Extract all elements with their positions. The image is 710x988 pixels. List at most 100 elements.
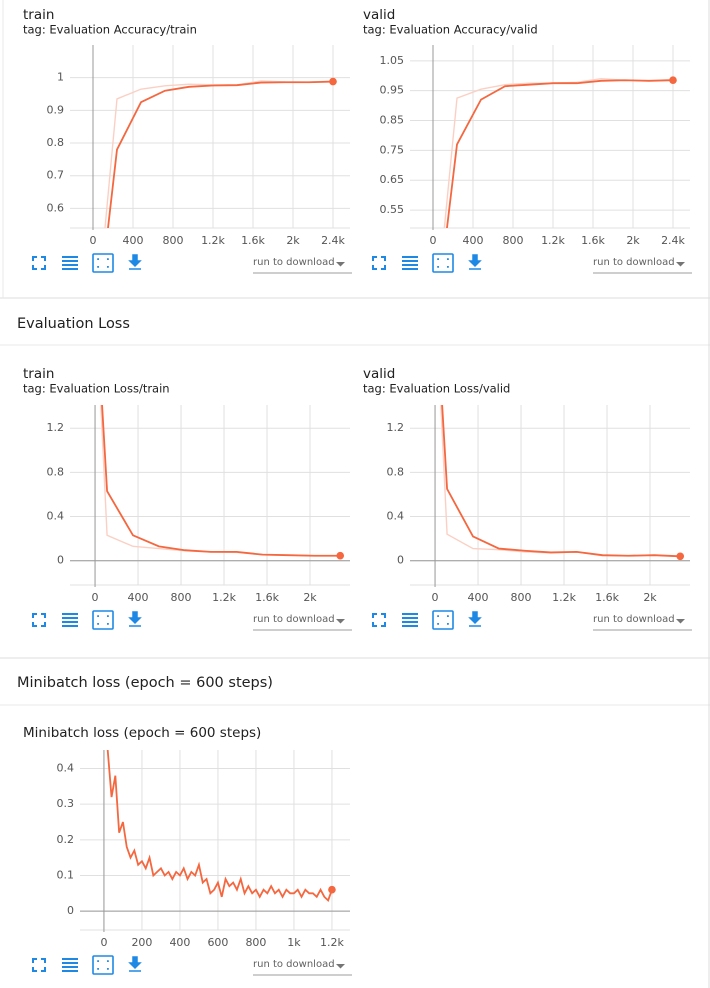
section-title[interactable]: Evaluation Loss bbox=[17, 316, 130, 332]
fullscreen-button[interactable] bbox=[32, 958, 46, 972]
fit-domain-button[interactable] bbox=[92, 253, 114, 273]
x-tick-label: 1.2k bbox=[320, 936, 344, 949]
section-title[interactable]: Minibatch loss (epoch = 600 steps) bbox=[17, 675, 273, 691]
run-selector-label[interactable]: run to download bbox=[253, 959, 335, 970]
y-tick-label: 0 bbox=[57, 554, 64, 567]
x-tick-label: 800 bbox=[503, 234, 524, 247]
last-point bbox=[336, 551, 345, 560]
data-table-button[interactable] bbox=[62, 613, 78, 627]
data-table-button[interactable] bbox=[62, 256, 78, 270]
x-tick-label: 0 bbox=[90, 234, 97, 247]
run-selector-arrow[interactable] bbox=[336, 619, 345, 624]
run-selector-label[interactable]: run to download bbox=[593, 614, 675, 625]
fit-domain-icon bbox=[97, 615, 109, 625]
fullscreen-button[interactable] bbox=[372, 256, 386, 270]
download-button[interactable] bbox=[468, 254, 482, 270]
x-tick-label: 400 bbox=[463, 234, 484, 247]
chart-subtitle: tag: Evaluation Accuracy/valid bbox=[363, 23, 538, 37]
toolbar: run to download bbox=[32, 610, 352, 631]
run-selector-arrow[interactable] bbox=[676, 262, 685, 267]
y-tick-label: 0.9 bbox=[47, 103, 65, 116]
fullscreen-button[interactable] bbox=[32, 613, 46, 627]
x-tick-label: 1.2k bbox=[541, 234, 565, 247]
y-tick-label: 0 bbox=[397, 554, 404, 567]
run-selector-arrow[interactable] bbox=[676, 619, 685, 624]
x-tick-label: 0 bbox=[92, 591, 99, 604]
download-button[interactable] bbox=[128, 254, 142, 270]
x-tick-label: 1.6k bbox=[581, 234, 605, 247]
fullscreen-button[interactable] bbox=[372, 613, 386, 627]
x-tick-label: 2.4k bbox=[321, 234, 345, 247]
last-point bbox=[669, 76, 677, 85]
y-tick-label: 0.8 bbox=[47, 465, 65, 478]
series-line bbox=[106, 750, 333, 903]
chart-title: Minibatch loss (epoch = 600 steps) bbox=[23, 725, 261, 741]
y-tick-label: 0.6 bbox=[47, 201, 65, 214]
x-tick-label: 2.4k bbox=[661, 234, 685, 247]
x-tick-label: 1.2k bbox=[552, 591, 576, 604]
fullscreen-button[interactable] bbox=[32, 256, 46, 270]
x-tick-label: 600 bbox=[207, 936, 228, 949]
run-selector-arrow[interactable] bbox=[336, 262, 345, 267]
data-table-button[interactable] bbox=[402, 613, 418, 627]
x-tick-label: 2k bbox=[626, 234, 640, 247]
chart-title: valid bbox=[363, 7, 395, 23]
toolbar: run to download bbox=[32, 955, 352, 976]
x-tick-label: 200 bbox=[131, 936, 152, 949]
x-tick-label: 1k bbox=[287, 936, 301, 949]
run-selector-arrow[interactable] bbox=[336, 964, 345, 969]
y-tick-label: 1.05 bbox=[380, 54, 405, 67]
fit-domain-icon bbox=[97, 258, 109, 268]
fit-domain-button[interactable] bbox=[92, 610, 114, 630]
y-tick-label: 0.3 bbox=[57, 797, 75, 810]
fit-domain-button[interactable] bbox=[432, 610, 454, 630]
run-selector-label[interactable]: run to download bbox=[253, 614, 335, 625]
y-tick-label: 0.8 bbox=[387, 465, 405, 478]
series-line bbox=[446, 79, 674, 228]
download-button[interactable] bbox=[468, 611, 482, 627]
download-button[interactable] bbox=[128, 956, 142, 972]
series-line bbox=[107, 80, 334, 228]
x-tick-label: 2k bbox=[286, 234, 300, 247]
toolbar: run to download bbox=[32, 253, 352, 274]
run-selector-label[interactable]: run to download bbox=[253, 257, 335, 268]
download-button[interactable] bbox=[128, 611, 142, 627]
y-tick-label: 0 bbox=[67, 904, 74, 917]
last-point bbox=[676, 552, 685, 561]
x-tick-label: 400 bbox=[128, 591, 149, 604]
last-point bbox=[329, 77, 337, 86]
y-tick-label: 0.85 bbox=[380, 114, 405, 127]
last-point bbox=[328, 885, 336, 894]
x-tick-label: 1.2k bbox=[212, 591, 236, 604]
x-tick-label: 1.6k bbox=[241, 234, 265, 247]
x-tick-label: 400 bbox=[169, 936, 190, 949]
fit-domain-button[interactable] bbox=[432, 253, 454, 273]
data-table-button[interactable] bbox=[402, 256, 418, 270]
y-tick-label: 0.55 bbox=[380, 203, 405, 216]
x-tick-label: 400 bbox=[123, 234, 144, 247]
x-tick-label: 1.2k bbox=[201, 234, 225, 247]
run-selector-label[interactable]: run to download bbox=[593, 257, 675, 268]
y-tick-label: 0.8 bbox=[47, 136, 65, 149]
x-tick-label: 800 bbox=[163, 234, 184, 247]
x-tick-label: 800 bbox=[171, 591, 192, 604]
y-tick-label: 0.7 bbox=[47, 169, 65, 182]
x-tick-label: 0 bbox=[100, 936, 107, 949]
chart-title: train bbox=[23, 7, 54, 23]
y-tick-label: 0.2 bbox=[57, 833, 75, 846]
x-tick-label: 400 bbox=[468, 591, 489, 604]
data-table-button[interactable] bbox=[62, 958, 78, 972]
toolbar: run to download bbox=[372, 610, 692, 631]
chart-subtitle: tag: Evaluation Loss/valid bbox=[363, 382, 510, 396]
y-tick-label: 0.75 bbox=[380, 143, 405, 156]
y-tick-label: 1 bbox=[57, 71, 64, 84]
y-tick-label: 0.1 bbox=[57, 868, 75, 881]
x-tick-label: 1.6k bbox=[255, 591, 279, 604]
y-tick-label: 1.2 bbox=[387, 421, 405, 434]
x-tick-label: 800 bbox=[245, 936, 266, 949]
series-line bbox=[441, 405, 681, 558]
fit-domain-button[interactable] bbox=[92, 955, 114, 975]
y-tick-label: 0.95 bbox=[380, 84, 405, 97]
fit-domain-icon bbox=[437, 258, 449, 268]
